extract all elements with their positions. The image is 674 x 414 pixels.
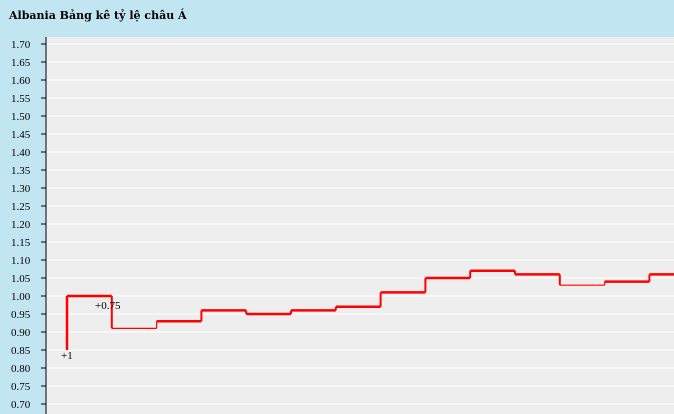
annotation-label: +0.75 (95, 300, 121, 312)
y-tick-label: 1.35 (11, 165, 31, 177)
y-tick-label: 1.30 (11, 183, 31, 195)
y-tick-label: 0.70 (11, 399, 31, 411)
chart: 0.70 0.75 0.80 0.85 0.90 0.95 1.00 1.05 1.10 1.15… (11, 37, 674, 414)
y-tick-label: 1.70 (11, 39, 31, 51)
y-tick-label: 0.80 (11, 363, 31, 375)
y-tick-label: 1.65 (11, 57, 31, 69)
plot-area (46, 37, 674, 414)
chart-header: Albania Bảng kê tỷ lệ châu Á (0, 0, 674, 37)
annotation-label: +1 (61, 350, 73, 362)
y-tick-label: 0.90 (11, 327, 31, 339)
annotations: +1 +0.75 (61, 300, 121, 362)
y-tick-label: 0.85 (11, 345, 31, 357)
y-tick-label: 1.15 (11, 237, 31, 249)
y-tick-label: 1.40 (11, 147, 31, 159)
y-tick-label: 0.75 (11, 381, 31, 393)
y-tick-label: 1.55 (11, 93, 31, 105)
y-tick-label: 0.95 (11, 309, 31, 321)
y-tick-label: 1.10 (11, 255, 31, 267)
chart-title: Albania Bảng kê tỷ lệ châu Á (9, 9, 187, 22)
y-tick-label: 1.20 (11, 219, 31, 231)
y-tick-label: 1.05 (11, 273, 31, 285)
series-line (65, 269, 674, 350)
y-tick-label: 1.25 (11, 201, 31, 213)
grid (47, 43, 674, 405)
y-tick-label: 1.50 (11, 111, 31, 123)
y-axis: 0.70 0.75 0.80 0.85 0.90 0.95 1.00 1.05 1.10 1.15… (11, 37, 47, 414)
y-tick-label: 1.00 (11, 291, 31, 303)
y-tick-label: 1.60 (11, 75, 31, 87)
y-tick-label: 1.45 (11, 129, 31, 141)
